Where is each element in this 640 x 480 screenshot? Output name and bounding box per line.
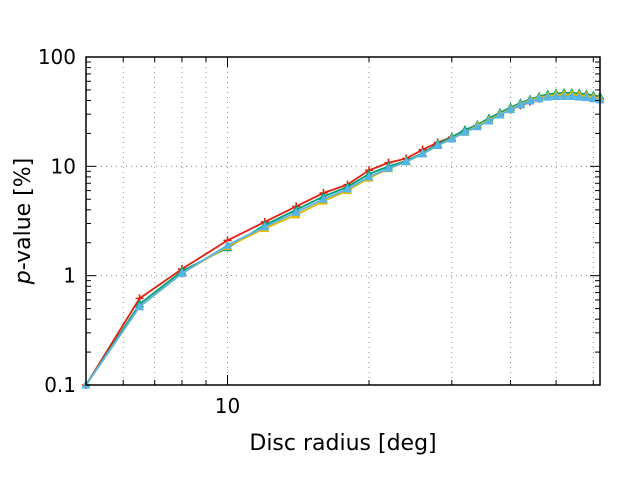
data-point (574, 92, 584, 101)
y-tick-label: 0.1 (44, 373, 76, 397)
data-point (177, 268, 187, 277)
x-tick-label: 10 (215, 394, 240, 418)
plot-frame (85, 56, 601, 386)
data-point (135, 301, 145, 311)
data-point (484, 115, 494, 125)
data-point (418, 148, 428, 158)
data-point (260, 221, 270, 231)
y-axis-title: p-value [%] (11, 158, 36, 285)
data-point (581, 92, 591, 102)
data-point (460, 127, 470, 136)
x-axis-title: Disc radius [deg] (249, 431, 436, 456)
data-point (551, 91, 561, 101)
data-point (343, 184, 353, 193)
data-point (291, 207, 301, 216)
series-4 (81, 91, 605, 389)
y-axis-title-symbol: p (11, 270, 36, 285)
data-point (559, 91, 569, 101)
data-point (543, 92, 553, 101)
y-tick-label: 100 (38, 45, 76, 69)
data-point (447, 133, 457, 143)
data-point (515, 99, 525, 109)
data-point (472, 121, 482, 131)
data-point (364, 171, 374, 181)
axis-ticks: 10 0.1 1 10 100 (38, 45, 600, 418)
y-tick-label: 10 (51, 154, 76, 178)
data-point (318, 194, 328, 203)
data-point (506, 104, 516, 114)
data-point (525, 96, 535, 105)
data-point (534, 93, 544, 103)
y-axis-title-text: -value [%] (11, 158, 36, 271)
y-tick-label: 1 (63, 264, 76, 288)
data-point (495, 109, 505, 119)
data-point (401, 156, 411, 166)
data-point (567, 91, 577, 101)
data-point (433, 140, 443, 150)
data-point (383, 163, 393, 172)
series-layer (81, 87, 605, 389)
data-point (223, 240, 233, 249)
